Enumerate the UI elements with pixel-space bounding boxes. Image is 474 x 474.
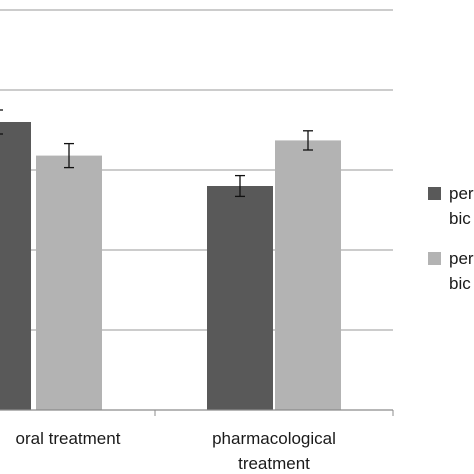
legend-label: per	[449, 184, 474, 203]
legend-label: bic	[449, 209, 471, 228]
legend-label: bic	[449, 274, 471, 293]
legend-swatch	[428, 252, 441, 265]
category-label: treatment	[238, 454, 310, 473]
bar	[0, 122, 31, 410]
category-label: pharmacological	[212, 429, 336, 448]
error-bars	[0, 109, 313, 198]
category-label: oral treatment	[16, 429, 121, 448]
bar	[207, 186, 273, 410]
bar	[275, 140, 341, 410]
bar	[36, 155, 102, 410]
category-labels: oral treatment pharmacological treatment	[16, 429, 336, 473]
legend-swatch	[428, 187, 441, 200]
legend-label: per	[449, 249, 474, 268]
legend: per bic per bic	[428, 184, 474, 293]
bar-series	[0, 122, 341, 410]
x-axis	[0, 409, 394, 416]
